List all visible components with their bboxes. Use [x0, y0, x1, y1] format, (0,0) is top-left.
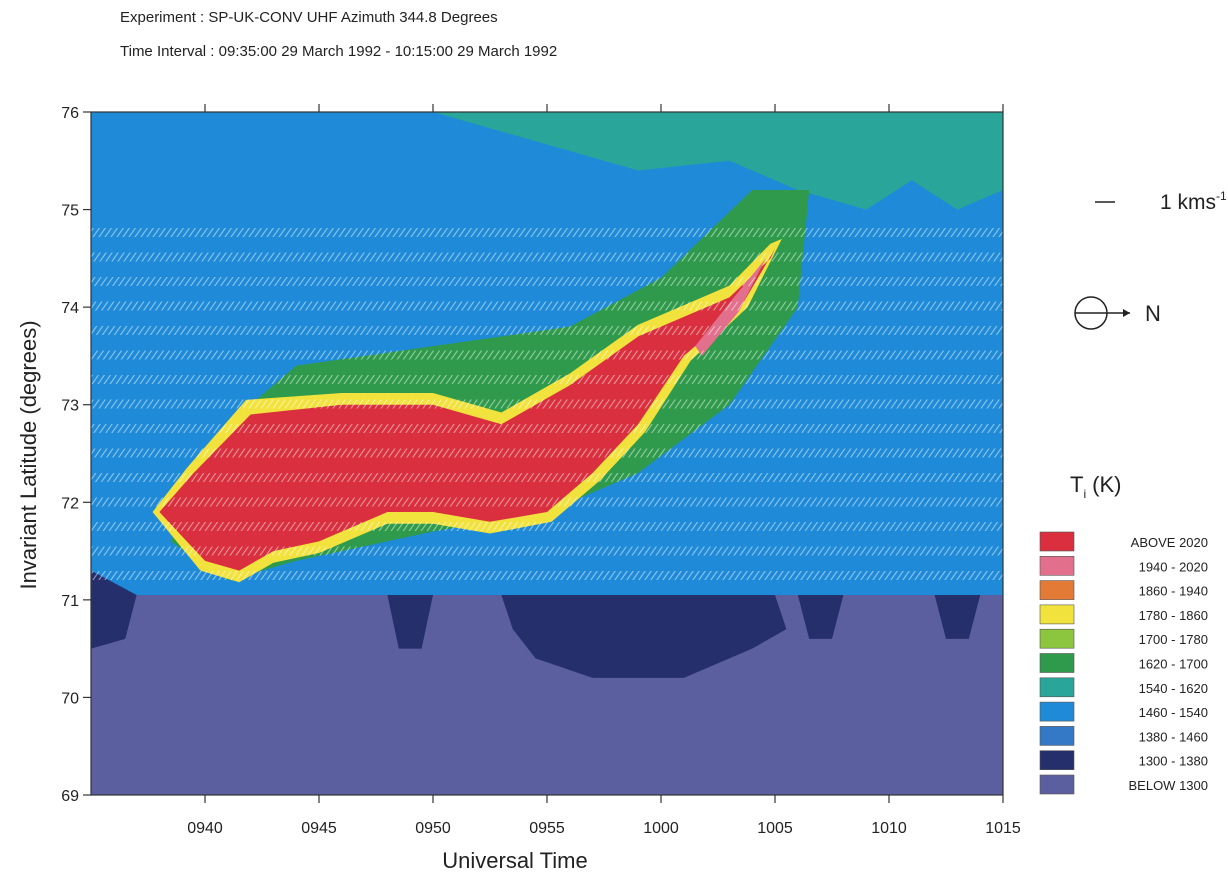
vector-row	[91, 228, 1003, 237]
legend-label: 1940 - 2020	[1139, 559, 1208, 574]
vector-row	[91, 473, 1003, 482]
north-label: N	[1145, 301, 1161, 326]
vector-row	[91, 424, 1003, 433]
x-tick-label: 0945	[301, 820, 337, 837]
vector-row	[91, 302, 1003, 311]
legend-title-unit: (K)	[1092, 472, 1121, 497]
vector-row	[91, 351, 1003, 360]
legend-label: BELOW 1300	[1129, 778, 1209, 793]
legend-label: 1860 - 1940	[1139, 584, 1208, 599]
y-tick-label: 74	[61, 300, 79, 317]
legend-title: Ti (K)	[1070, 472, 1121, 501]
y-tick-label: 71	[61, 593, 79, 610]
vector-row	[91, 253, 1003, 262]
vector-field	[91, 228, 1003, 580]
y-axis-label: Invariant Latitude (degrees)	[16, 320, 41, 589]
header-line: Experiment : SP-UK-CONV UHF Azimuth 344.…	[120, 9, 498, 26]
chart: Experiment : SP-UK-CONV UHF Azimuth 344.…	[0, 0, 1228, 878]
legend-label: ABOVE 2020	[1131, 535, 1208, 550]
legend-label: 1540 - 1620	[1139, 681, 1208, 696]
scale-sup: -1	[1216, 189, 1227, 203]
legend-swatch	[1040, 726, 1074, 745]
legend-title-main: T	[1070, 472, 1083, 497]
vector-row	[91, 498, 1003, 507]
legend-swatch	[1040, 605, 1074, 624]
x-axis-label: Universal Time	[442, 848, 587, 873]
scale-text: 1 kms	[1160, 191, 1216, 214]
x-tick-label: 1015	[985, 820, 1021, 837]
legend-swatch	[1040, 581, 1074, 600]
legend-label: 1620 - 1700	[1139, 657, 1208, 672]
x-tick-label: 1005	[757, 820, 793, 837]
header-line: Time Interval : 09:35:00 29 March 1992 -…	[120, 43, 557, 60]
x-tick-label: 1010	[871, 820, 907, 837]
y-tick-label: 75	[61, 203, 79, 220]
legend-label: 1460 - 1540	[1139, 705, 1208, 720]
x-tick-label: 0940	[187, 820, 223, 837]
legend-label: 1380 - 1460	[1139, 729, 1208, 744]
legend-swatch	[1040, 678, 1074, 697]
legend-swatch	[1040, 629, 1074, 648]
y-tick-label: 69	[61, 788, 79, 805]
legend-swatch	[1040, 532, 1074, 551]
y-tick-label: 70	[61, 690, 79, 707]
vector-row	[91, 522, 1003, 531]
x-tick-label: 0955	[529, 820, 565, 837]
x-tick-label: 0950	[415, 820, 451, 837]
legend-label: 1300 - 1380	[1139, 754, 1208, 769]
vector-row	[91, 375, 1003, 384]
legend-swatch	[1040, 775, 1074, 794]
legend: ABOVE 2020 1940 - 2020 1860 - 1940 1780 - 1…	[1040, 532, 1208, 794]
y-tick-label: 73	[61, 398, 79, 415]
vector-row	[91, 449, 1003, 458]
legend-label: 1700 - 1780	[1139, 632, 1208, 647]
y-tick-label: 72	[61, 495, 79, 512]
scale-label: 1 kms-1	[1160, 189, 1227, 214]
legend-label: 1780 - 1860	[1139, 608, 1208, 623]
y-tick-label: 76	[61, 105, 79, 122]
legend-swatch	[1040, 556, 1074, 575]
orientation-arrow	[1123, 309, 1130, 317]
vector-row	[91, 547, 1003, 556]
legend-swatch	[1040, 751, 1074, 770]
vector-row	[91, 326, 1003, 335]
vector-row	[91, 400, 1003, 409]
legend-title-sub: i	[1083, 487, 1086, 501]
legend-swatch	[1040, 702, 1074, 721]
legend-swatch	[1040, 654, 1074, 673]
vector-row	[91, 571, 1003, 580]
vector-row	[91, 277, 1003, 286]
x-tick-label: 1000	[643, 820, 679, 837]
